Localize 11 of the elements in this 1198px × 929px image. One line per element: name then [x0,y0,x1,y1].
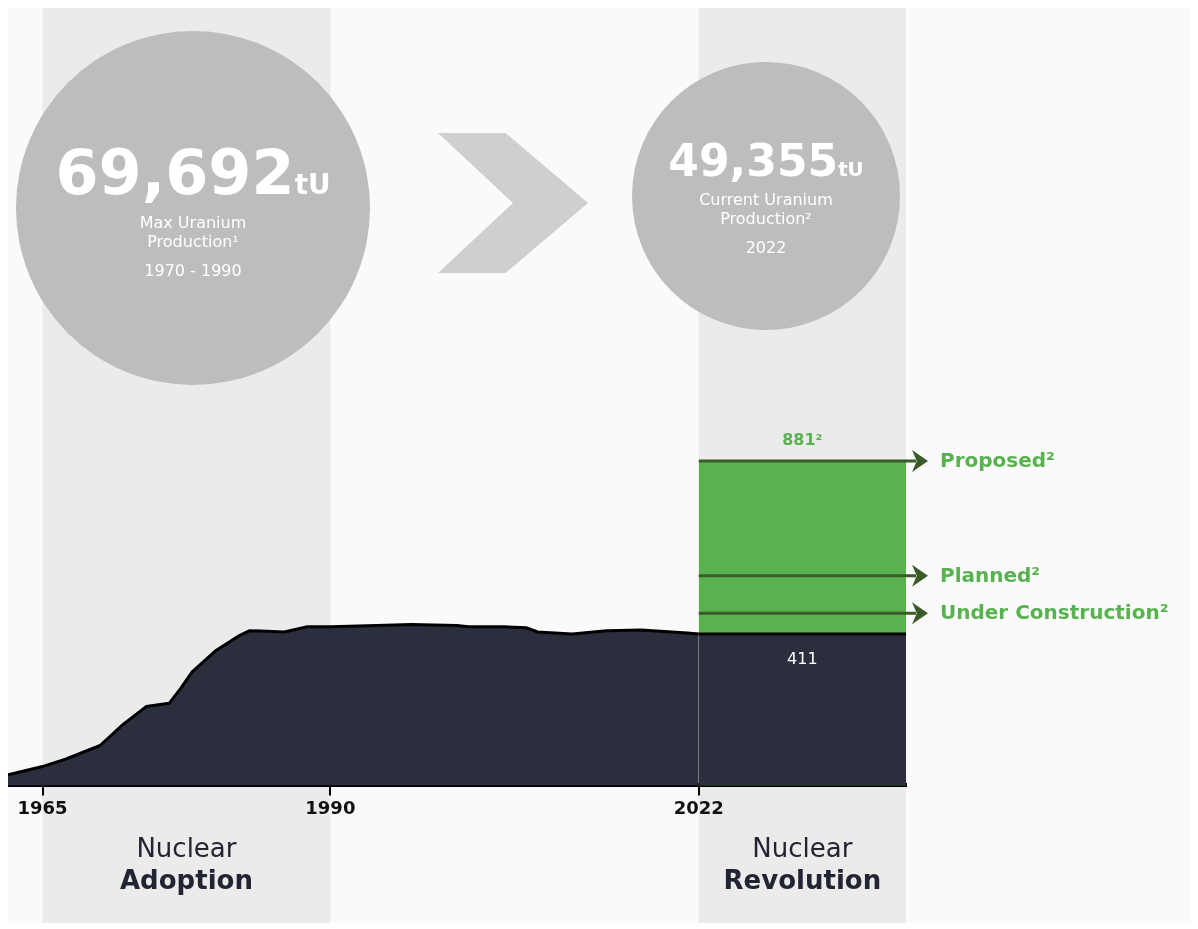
ref-line-label: Proposed² [940,448,1055,473]
x-tick-label: 1965 [17,796,68,818]
ref-line-label: Under Construction² [940,600,1169,625]
circle-badge: 69,692tU Max Uranium Production¹ 1970 - 1990 [16,31,370,385]
band-label: Nuclear Adoption [119,833,253,896]
annotation: 881² [782,430,823,449]
annotation: 411 [787,648,818,668]
x-tick-label: 2022 [673,796,724,818]
band-label: Nuclear Revolution [723,833,882,896]
x-tick-label: 1990 [305,796,356,818]
ref-line-label: Planned² [940,563,1041,588]
